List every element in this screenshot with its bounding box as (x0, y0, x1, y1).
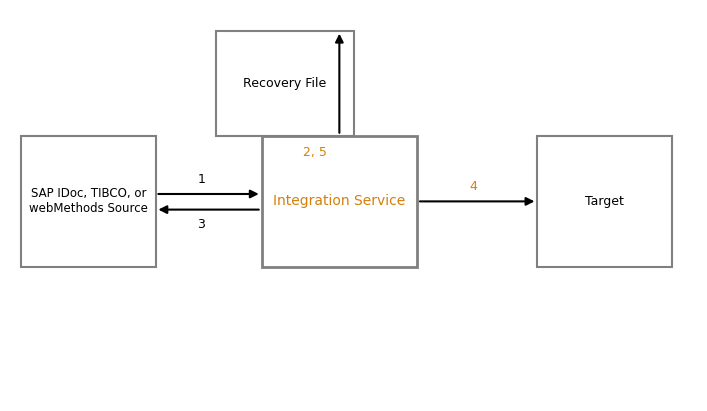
Bar (21, 136, 156, 267)
Text: Target: Target (585, 195, 624, 208)
Text: SAP IDoc, TIBCO, or
webMethods Source: SAP IDoc, TIBCO, or webMethods Source (29, 187, 148, 215)
Bar (216, 31, 354, 136)
Text: 1: 1 (197, 173, 206, 186)
Bar (262, 136, 417, 267)
Text: 4: 4 (469, 180, 478, 193)
Text: 2, 5: 2, 5 (303, 146, 327, 159)
Text: Recovery File: Recovery File (243, 77, 326, 90)
Text: Integration Service: Integration Service (273, 194, 406, 208)
Bar (537, 136, 672, 267)
Text: 3: 3 (197, 218, 206, 231)
